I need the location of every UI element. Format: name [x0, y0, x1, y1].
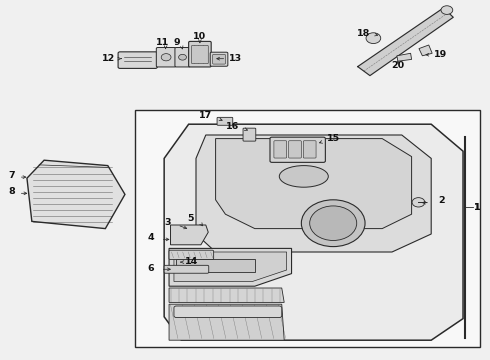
- FancyBboxPatch shape: [303, 141, 316, 158]
- Polygon shape: [169, 304, 284, 340]
- FancyBboxPatch shape: [118, 52, 157, 68]
- Text: 10: 10: [194, 32, 206, 41]
- FancyBboxPatch shape: [175, 48, 190, 67]
- Text: 20: 20: [392, 61, 404, 70]
- Circle shape: [310, 206, 357, 240]
- Text: 6: 6: [147, 264, 154, 273]
- Circle shape: [301, 200, 365, 247]
- Polygon shape: [174, 252, 287, 282]
- Polygon shape: [419, 45, 432, 56]
- Text: 18: 18: [357, 29, 370, 38]
- Text: 11: 11: [156, 38, 170, 47]
- FancyBboxPatch shape: [192, 45, 208, 64]
- FancyBboxPatch shape: [189, 41, 211, 67]
- Text: 9: 9: [173, 38, 180, 47]
- Circle shape: [179, 54, 187, 60]
- Bar: [135, 110, 480, 347]
- FancyBboxPatch shape: [210, 52, 228, 66]
- FancyBboxPatch shape: [174, 306, 282, 318]
- FancyBboxPatch shape: [164, 265, 209, 273]
- Polygon shape: [171, 225, 208, 245]
- Text: 8: 8: [8, 187, 15, 196]
- Text: 13: 13: [229, 54, 243, 63]
- Text: 2: 2: [439, 197, 445, 206]
- Text: 3: 3: [164, 218, 171, 227]
- Circle shape: [441, 6, 453, 14]
- Polygon shape: [358, 8, 453, 76]
- Text: 14: 14: [185, 256, 198, 266]
- Polygon shape: [176, 259, 255, 272]
- Text: 16: 16: [226, 122, 239, 131]
- Text: 7: 7: [8, 171, 15, 180]
- Text: 12: 12: [102, 54, 116, 63]
- Polygon shape: [164, 124, 463, 340]
- Text: 17: 17: [198, 112, 212, 121]
- FancyBboxPatch shape: [217, 117, 233, 125]
- FancyBboxPatch shape: [156, 48, 176, 67]
- Polygon shape: [169, 248, 292, 286]
- Text: 4: 4: [147, 233, 154, 242]
- Text: 15: 15: [327, 134, 341, 143]
- Text: 1: 1: [474, 202, 481, 211]
- FancyBboxPatch shape: [213, 54, 225, 64]
- Circle shape: [161, 54, 171, 61]
- Text: 5: 5: [187, 215, 194, 223]
- Circle shape: [412, 198, 425, 207]
- FancyBboxPatch shape: [243, 128, 256, 141]
- FancyBboxPatch shape: [169, 250, 214, 260]
- FancyBboxPatch shape: [274, 141, 287, 158]
- Polygon shape: [196, 135, 431, 252]
- Polygon shape: [169, 288, 284, 302]
- FancyBboxPatch shape: [289, 141, 301, 158]
- Circle shape: [366, 33, 381, 44]
- Text: 1: 1: [474, 202, 481, 211]
- Text: 19: 19: [434, 50, 447, 59]
- FancyBboxPatch shape: [270, 137, 325, 162]
- Ellipse shape: [279, 166, 328, 187]
- Polygon shape: [27, 160, 125, 229]
- Polygon shape: [397, 53, 412, 61]
- Polygon shape: [216, 139, 412, 229]
